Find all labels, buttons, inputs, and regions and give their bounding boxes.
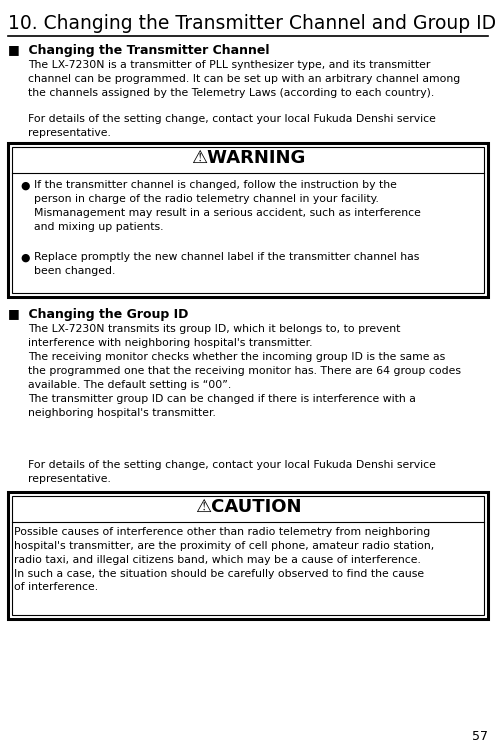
Text: 10. Changing the Transmitter Channel and Group ID: 10. Changing the Transmitter Channel and… xyxy=(8,14,496,33)
Text: ⚠CAUTION: ⚠CAUTION xyxy=(195,498,301,516)
FancyBboxPatch shape xyxy=(12,147,484,293)
Text: 57: 57 xyxy=(472,730,488,743)
Text: If the transmitter channel is changed, follow the instruction by the
person in c: If the transmitter channel is changed, f… xyxy=(34,180,421,231)
Text: ■  Changing the Group ID: ■ Changing the Group ID xyxy=(8,308,188,321)
Text: The LX-7230N is a transmitter of PLL synthesizer type, and its transmitter
chann: The LX-7230N is a transmitter of PLL syn… xyxy=(28,60,460,98)
Text: For details of the setting change, contact your local Fukuda Denshi service
repr: For details of the setting change, conta… xyxy=(28,114,436,138)
FancyBboxPatch shape xyxy=(12,496,484,615)
Text: ⚠WARNING: ⚠WARNING xyxy=(191,149,305,167)
Text: For details of the setting change, contact your local Fukuda Denshi service
repr: For details of the setting change, conta… xyxy=(28,460,436,484)
FancyBboxPatch shape xyxy=(8,492,488,619)
Text: ●: ● xyxy=(20,181,29,191)
Text: Replace promptly the new channel label if the transmitter channel has
been chang: Replace promptly the new channel label i… xyxy=(34,252,420,276)
FancyBboxPatch shape xyxy=(8,143,488,297)
Text: The LX-7230N transmits its group ID, which it belongs to, to prevent
interferenc: The LX-7230N transmits its group ID, whi… xyxy=(28,324,461,418)
Text: ■  Changing the Transmitter Channel: ■ Changing the Transmitter Channel xyxy=(8,44,269,57)
Text: Possible causes of interference other than radio telemetry from neighboring
hosp: Possible causes of interference other th… xyxy=(14,527,434,592)
Text: ●: ● xyxy=(20,253,29,263)
